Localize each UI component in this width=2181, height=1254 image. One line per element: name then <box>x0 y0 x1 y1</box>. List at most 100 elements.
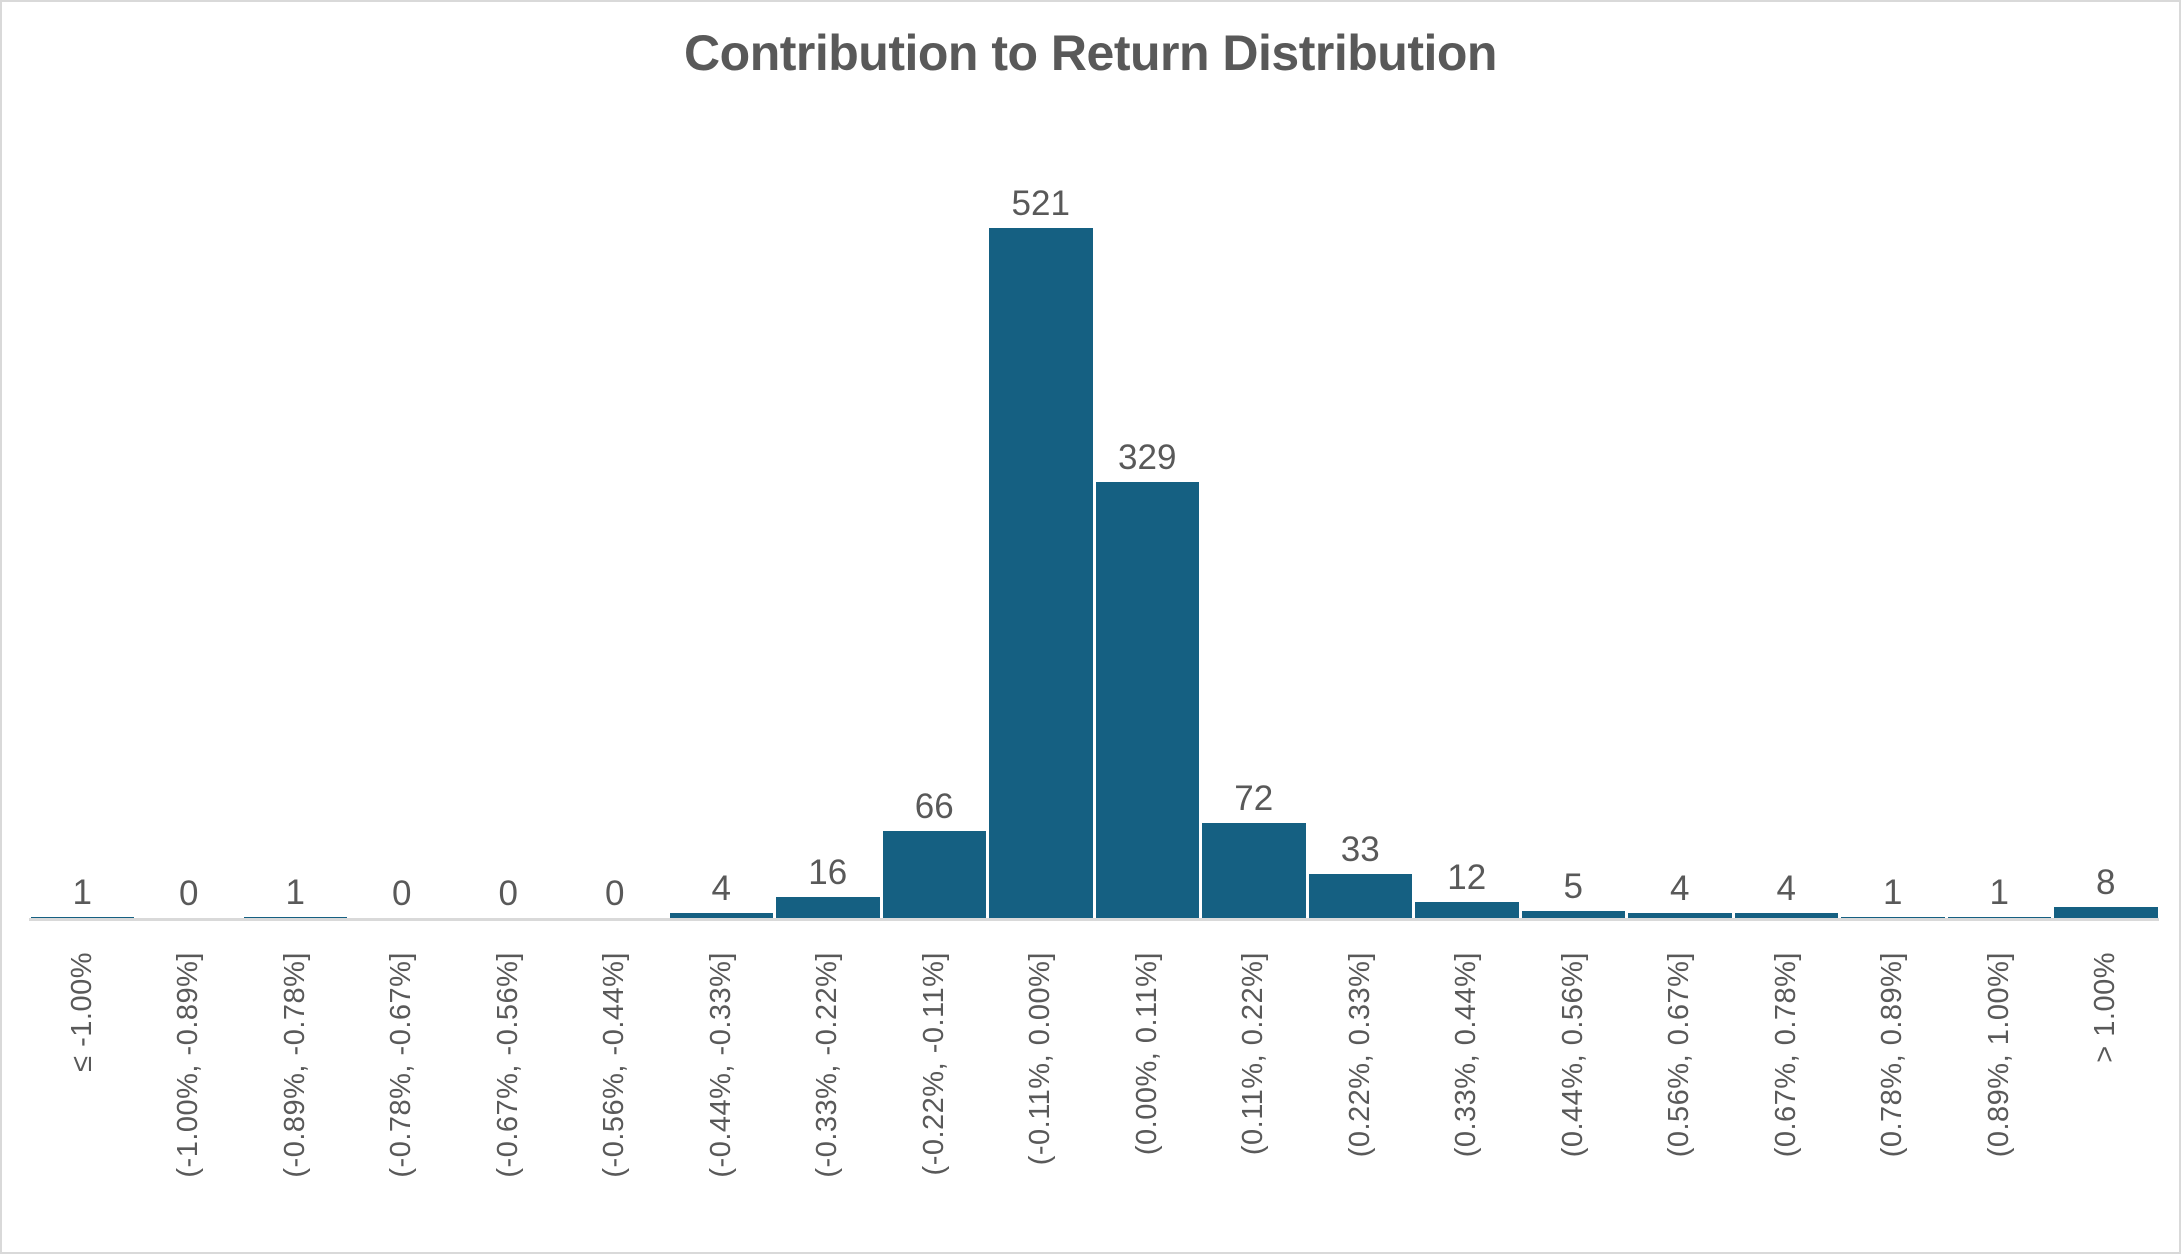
bar-value-label: 4 <box>1670 868 1690 908</box>
bar-value-label: 1 <box>72 872 92 912</box>
bar-value-label: 0 <box>392 874 412 913</box>
x-tick-cell: (0.22%, 0.33%] <box>1307 952 1414 1157</box>
bar <box>1628 912 1732 918</box>
bar-value-label: 72 <box>1234 778 1274 818</box>
bar-value-label: 1 <box>1989 872 2009 912</box>
histogram-slot: 8 <box>2053 132 2160 918</box>
histogram-slot: 0 <box>136 132 243 918</box>
histogram-slot: 1 <box>1946 132 2053 918</box>
x-tick-label: (0.11%, 0.22%] <box>1237 952 1270 1156</box>
x-tick-label: (0.44%, 0.56%] <box>1556 952 1589 1158</box>
bar-value-label: 329 <box>1118 438 1177 478</box>
histogram-slot: 1 <box>29 132 136 918</box>
bar-value-label: 4 <box>1776 868 1796 908</box>
bar <box>2054 907 2158 918</box>
x-tick-cell: (-0.33%, -0.22%] <box>775 952 882 1178</box>
x-tick-label: (0.89%, 1.00%] <box>1982 952 2015 1158</box>
x-tick-cell: (0.00%, 0.11%] <box>1094 952 1201 1155</box>
x-tick-cell: (-0.67%, -0.56%] <box>455 952 562 1178</box>
histogram-slot: 1 <box>242 132 349 918</box>
bar-value-label: 33 <box>1340 830 1380 870</box>
x-tick-label: (0.67%, 0.78%] <box>1769 952 1802 1158</box>
x-tick-cell: (-0.89%, -0.78%] <box>242 952 349 1178</box>
x-tick-label: (-0.11%, 0.00%] <box>1024 952 1057 1166</box>
bar <box>1841 916 1945 918</box>
bar-value-label: 1 <box>1883 872 1903 912</box>
x-tick-cell: (0.44%, 0.56%] <box>1520 952 1627 1157</box>
histogram-slot: 0 <box>562 132 669 918</box>
x-tick-label: (0.56%, 0.67%] <box>1663 952 1696 1158</box>
x-tick-cell: (0.89%, 1.00%] <box>1946 952 2053 1157</box>
bar <box>1734 912 1838 918</box>
x-tick-cell: (-0.78%, -0.67%] <box>349 952 456 1178</box>
x-tick-label: (-0.67%, -0.56%] <box>491 952 524 1178</box>
bar <box>1415 902 1519 918</box>
x-tick-cell: ≤ -1.00% <box>29 952 136 1072</box>
bar <box>1202 822 1306 918</box>
histogram-slot: 72 <box>1201 132 1308 918</box>
bar <box>669 912 773 918</box>
bar <box>243 916 347 918</box>
x-tick-label: ≤ -1.00% <box>65 952 98 1072</box>
x-tick-cell: (-0.11%, 0.00%] <box>988 952 1095 1165</box>
x-tick-label: > 1.00% <box>2089 952 2122 1063</box>
x-tick-cell: (-0.44%, -0.33%] <box>668 952 775 1178</box>
x-tick-cell: (0.11%, 0.22%] <box>1201 952 1308 1155</box>
histogram-slot: 16 <box>775 132 882 918</box>
histogram-slot: 4 <box>668 132 775 918</box>
histogram-slot: 1 <box>1840 132 1947 918</box>
bar <box>882 830 986 918</box>
bar-value-label: 1 <box>285 872 305 912</box>
bar-value-label: 0 <box>605 874 625 913</box>
bar <box>1521 911 1625 918</box>
x-tick-cell: (0.56%, 0.67%] <box>1627 952 1734 1157</box>
bar-value-label: 66 <box>914 786 954 826</box>
x-tick-label: (0.78%, 0.89%] <box>1876 952 1909 1158</box>
bar <box>1095 482 1199 918</box>
bar-value-label: 0 <box>179 874 199 913</box>
bar-value-label: 5 <box>1563 867 1583 907</box>
histogram-slot: 521 <box>988 132 1095 918</box>
bar <box>1947 916 2051 918</box>
bar-value-label: 4 <box>711 868 731 908</box>
bar <box>30 916 134 918</box>
histogram-slot: 66 <box>881 132 988 918</box>
histogram-slot: 0 <box>349 132 456 918</box>
bar-value-label: 521 <box>1011 184 1070 223</box>
bar-value-label: 12 <box>1447 858 1487 898</box>
histogram-slot: 4 <box>1627 132 1734 918</box>
x-tick-label: (0.33%, 0.44%] <box>1450 952 1483 1158</box>
x-tick-cell: > 1.00% <box>2053 952 2160 1063</box>
x-tick-cell: (0.67%, 0.78%] <box>1733 952 1840 1157</box>
x-tick-cell: (-0.56%, -0.44%] <box>562 952 669 1178</box>
histogram-slot: 4 <box>1733 132 1840 918</box>
bar-value-label: 0 <box>498 874 518 913</box>
x-tick-label: (-1.00%, -0.89%] <box>172 952 205 1178</box>
x-tick-label: (-0.89%, -0.78%] <box>278 952 311 1178</box>
x-tick-cell: (-0.22%, -0.11%] <box>881 952 988 1175</box>
x-axis-tick-labels: ≤ -1.00% (-1.00%, -0.89%] (-0.89%, -0.78%]… <box>29 952 2159 1244</box>
x-tick-cell: (0.33%, 0.44%] <box>1414 952 1521 1157</box>
x-tick-label: (-0.22%, -0.11%] <box>917 952 950 1176</box>
plot-area: 1 0 1 0 0 0 4 16 66 521 329 72 33 12 5 4 4 1 1 8 <box>29 132 2159 921</box>
bar <box>989 228 1093 918</box>
histogram-slot: 5 <box>1520 132 1627 918</box>
x-tick-label: (-0.33%, -0.22%] <box>811 952 844 1178</box>
bar <box>776 896 880 918</box>
x-tick-cell: (-1.00%, -0.89%] <box>136 952 243 1178</box>
x-tick-label: (-0.78%, -0.67%] <box>385 952 418 1178</box>
x-tick-cell: (0.78%, 0.89%] <box>1840 952 1947 1157</box>
x-tick-label: (-0.44%, -0.33%] <box>704 952 737 1178</box>
histogram-slot: 0 <box>455 132 562 918</box>
x-tick-label: (0.00%, 0.11%] <box>1130 952 1163 1156</box>
histogram-slot: 329 <box>1094 132 1201 918</box>
bar-value-label: 8 <box>2096 863 2116 903</box>
histogram-slot: 12 <box>1414 132 1521 918</box>
chart-title: Contribution to Return Distribution <box>684 25 1497 81</box>
bar-value-label: 16 <box>808 852 848 892</box>
histogram-slot: 33 <box>1307 132 1414 918</box>
x-tick-label: (-0.56%, -0.44%] <box>598 952 631 1178</box>
bar <box>1308 874 1412 918</box>
x-tick-label: (0.22%, 0.33%] <box>1343 952 1376 1158</box>
